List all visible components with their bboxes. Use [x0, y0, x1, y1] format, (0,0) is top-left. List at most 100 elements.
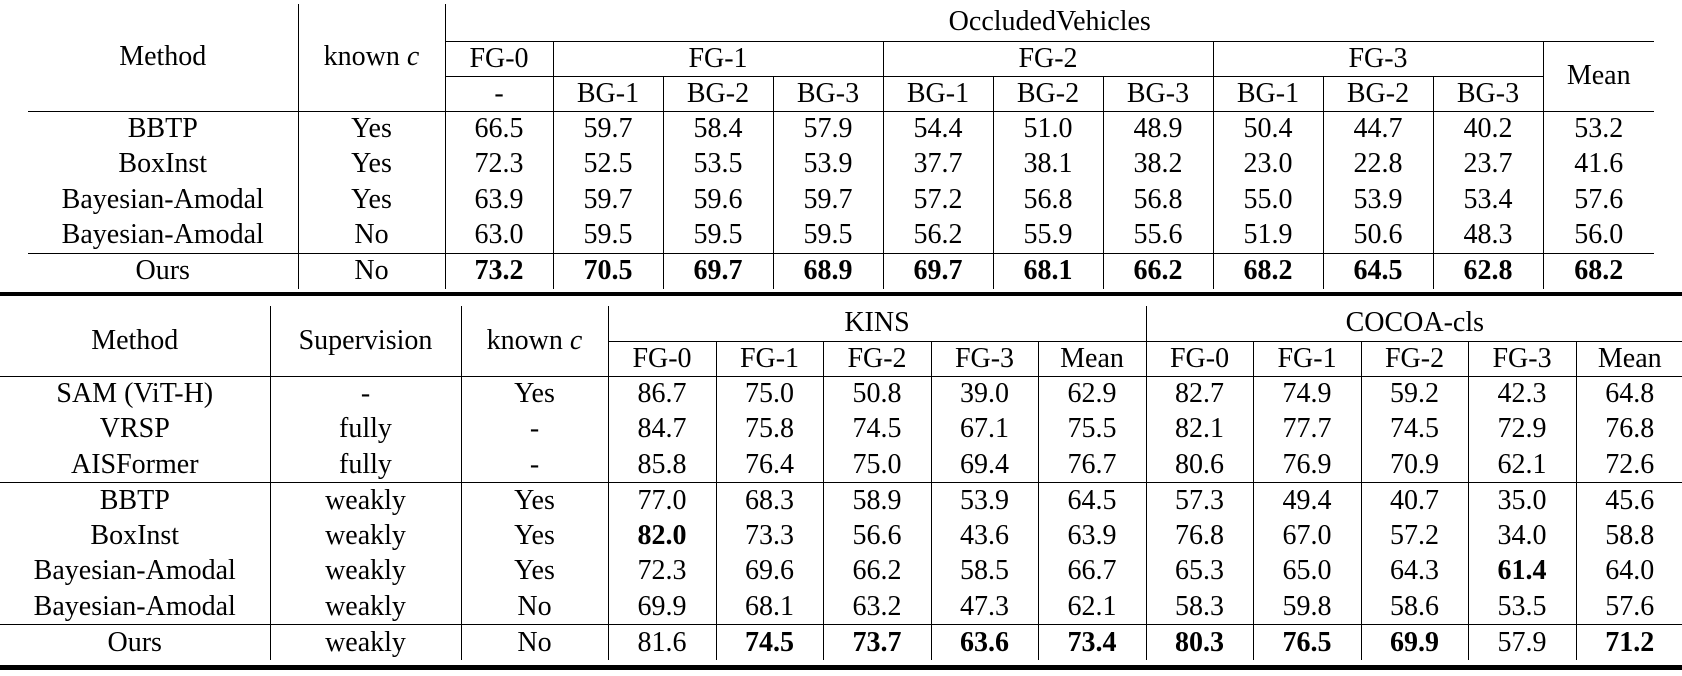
table-bottom-rule [0, 665, 1682, 670]
table-row: BoxInst weakly Yes 82.0 73.3 56.6 43.6 63.9 76.8… [0, 518, 1682, 554]
known-c-cell: Yes [460, 518, 608, 554]
header-col: FG-0 [1145, 340, 1254, 376]
value-cell: 50.6 [1322, 217, 1433, 253]
value-cell: 77.0 [607, 482, 716, 518]
value-cell: 72.3 [444, 146, 553, 182]
known-c-cell: No [460, 624, 608, 660]
header-dataset-kins: KINS [607, 306, 1147, 341]
table-row: Ours weakly No 81.6 74.5 73.7 63.6 73.4 80.3 76.5… [0, 624, 1682, 660]
value-cell: 69.9 [607, 589, 716, 625]
method-cell: VRSP [99, 413, 170, 445]
value-cell: 76.9 [1252, 447, 1362, 483]
value-cell: 68.1 [715, 589, 823, 625]
header-bg: BG-2 [1322, 75, 1433, 111]
value-cell: 35.0 [1467, 482, 1577, 518]
value-cell: 53.5 [662, 146, 773, 182]
value-cell: 64.0 [1575, 553, 1682, 589]
value-cell: 63.9 [444, 182, 553, 218]
known-c-cell: - [460, 447, 608, 483]
table-row: Bayesian-Amodal Yes 63.9 59.7 59.6 59.7 57.2 56… [28, 182, 1654, 218]
value-cell: 73.2 [444, 252, 553, 289]
value-cell: 75.8 [715, 411, 823, 447]
header-fg-3: FG-3 [1212, 40, 1543, 76]
value-cell: 50.4 [1212, 110, 1323, 147]
header-bg: BG-1 [1212, 75, 1323, 111]
value-cell: 72.6 [1575, 447, 1682, 483]
value-cell: 23.7 [1432, 146, 1543, 182]
header-col: FG-0 [607, 340, 716, 376]
method-cell: Bayesian-Amodal [33, 555, 236, 587]
value-cell: 67.0 [1252, 518, 1362, 554]
value-cell: 63.0 [444, 217, 553, 253]
value-cell: 76.4 [715, 447, 823, 483]
value-cell: 68.1 [992, 252, 1103, 289]
value-cell: 64.5 [1322, 252, 1433, 289]
value-cell: 56.2 [882, 217, 993, 253]
value-cell: 38.2 [1102, 146, 1213, 182]
value-cell: 58.8 [1575, 518, 1682, 554]
table-row: VRSP fully -84.7 75.8 74.5 67.1 75.5 82.1 77.7 74… [0, 411, 1682, 447]
value-cell: 53.9 [930, 482, 1038, 518]
value-cell: 82.0 [607, 518, 716, 554]
header-known-c-var: c [406, 41, 420, 73]
method-cell: BoxInst [90, 519, 180, 551]
value-cell: 80.3 [1145, 624, 1254, 660]
known-c-cell: - [460, 411, 608, 447]
value-cell: 66.5 [444, 110, 553, 147]
value-cell: 67.1 [930, 411, 1038, 447]
value-cell: 51.0 [992, 110, 1103, 147]
value-cell: 71.2 [1575, 624, 1682, 660]
value-cell: 57.2 [1360, 518, 1469, 554]
value-cell: 73.4 [1037, 624, 1147, 660]
value-cell: 42.3 [1467, 375, 1577, 412]
header-known-c: known c [297, 4, 445, 111]
value-cell: 53.9 [1322, 182, 1433, 218]
header-bg: BG-2 [992, 75, 1103, 111]
value-cell: 69.4 [930, 447, 1038, 483]
method-cell: AISFormer [70, 448, 199, 480]
value-cell: 59.8 [1252, 589, 1362, 625]
header-supervision: Supervision [269, 306, 461, 376]
value-cell: 22.8 [1322, 146, 1433, 182]
value-cell: 40.2 [1432, 110, 1543, 147]
known-c-cell: Yes [460, 375, 608, 412]
table-row: Ours No 73.2 70.5 69.7 68.9 69.7 68.1 66.2 68.2 64… [28, 252, 1654, 289]
method-cell: Ours [0, 624, 270, 660]
header-col: FG-1 [715, 340, 823, 376]
value-cell: 73.7 [822, 624, 931, 660]
header-col: FG-2 [1360, 340, 1469, 376]
supervision-cell: weakly [269, 553, 461, 589]
value-cell: 66.7 [1037, 553, 1147, 589]
value-cell: 70.5 [552, 252, 663, 289]
value-cell: 50.8 [822, 375, 931, 412]
method-cell: SAM (ViT-H) [0, 375, 270, 412]
value-cell: 73.3 [715, 518, 823, 554]
header-fg-1: FG-1 [552, 40, 883, 76]
value-cell: 59.7 [552, 110, 663, 147]
kins-cocoa-table: Method Supervision known c KINS COCOA-cl… [0, 306, 1682, 660]
value-cell: 56.8 [992, 182, 1103, 218]
table-row: BoxInst Yes 72.3 52.5 53.5 53.9 37.7 38.1 38.2 23… [28, 146, 1654, 182]
value-cell: 37.7 [882, 146, 993, 182]
header-known-c-label: known [323, 41, 407, 73]
supervision-cell: fully [269, 447, 461, 483]
supervision-cell: weakly [269, 482, 461, 518]
value-cell: 86.7 [607, 375, 716, 412]
value-cell: 66.2 [822, 553, 931, 589]
value-cell: 74.5 [822, 411, 931, 447]
value-cell: 76.8 [1145, 518, 1254, 554]
method-cell: BBTP [0, 482, 270, 518]
header-bg: BG-1 [552, 75, 663, 111]
known-c-cell: Yes [297, 182, 445, 218]
value-cell: 54.4 [882, 110, 993, 147]
value-cell: 41.6 [1542, 146, 1654, 182]
value-cell: 68.2 [1212, 252, 1323, 289]
header-col: Mean [1575, 340, 1682, 376]
value-cell: 59.7 [772, 182, 883, 218]
value-cell: 62.1 [1037, 589, 1147, 625]
table-row: SAM (ViT-H) - Yes 86.7 75.0 50.8 39.0 62.9 82.7 7… [0, 375, 1682, 412]
value-cell: 55.0 [1212, 182, 1323, 218]
value-cell: 62.8 [1432, 252, 1543, 289]
value-cell: 58.5 [930, 553, 1038, 589]
value-cell: 57.9 [1467, 624, 1577, 660]
